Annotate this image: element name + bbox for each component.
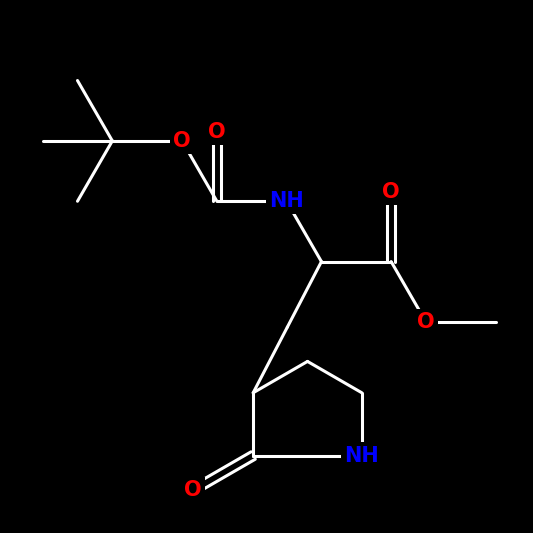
Text: O: O — [382, 182, 400, 202]
Text: O: O — [173, 131, 191, 151]
Text: NH: NH — [344, 446, 379, 465]
Text: O: O — [208, 122, 225, 142]
Text: O: O — [184, 480, 201, 500]
Text: NH: NH — [269, 191, 304, 211]
Text: O: O — [417, 312, 435, 332]
